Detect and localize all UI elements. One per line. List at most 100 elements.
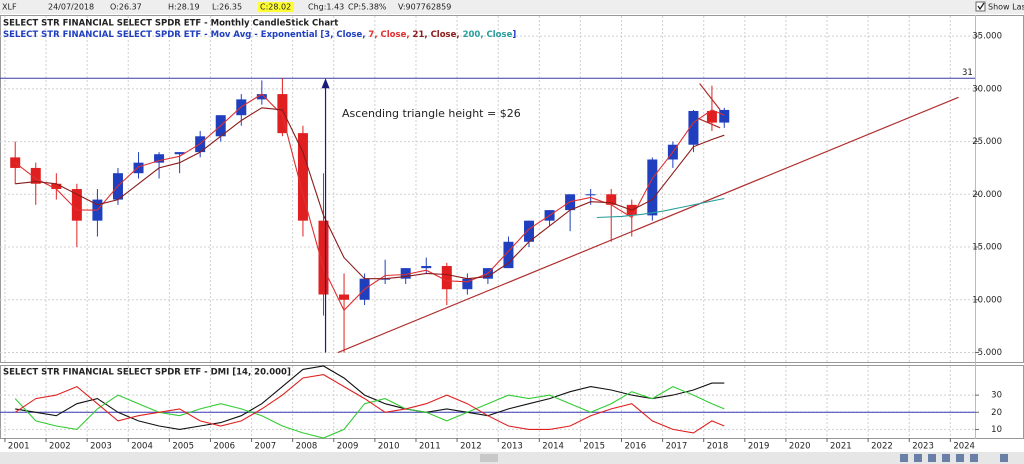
low: L:26.35 [212, 3, 242, 12]
scrollbar[interactable] [0, 452, 1024, 464]
x-tick-label: 2010 [378, 442, 400, 452]
trendline [699, 83, 721, 111]
candle-body [339, 294, 350, 300]
candle-body [441, 266, 452, 290]
subtitle-part: , [406, 30, 412, 40]
y-tick-label: 10 [991, 425, 1002, 435]
subtitle-part: 200, Close [463, 30, 513, 40]
y-tick-label: 30.000 [972, 84, 1002, 94]
close: C:28.02 [260, 3, 291, 12]
x-tick-label: 2016 [625, 442, 647, 452]
candle-body [606, 194, 617, 205]
x-tick-label: 2018 [707, 442, 729, 452]
dmi-chart: 2001 2002 2003 2004 2005 2006 2007 2008 2009 2010… [0, 365, 1002, 452]
candle-body [154, 154, 165, 163]
show-last[interactable]: Show Last [988, 3, 1024, 12]
zoom-button[interactable] [956, 454, 964, 462]
date: 24/07/2018 [48, 3, 94, 12]
candle-body [71, 189, 82, 221]
series-line [14, 93, 725, 312]
change: Chg:1.43 [308, 3, 344, 12]
y-tick-label: 30 [991, 391, 1002, 401]
series-line [14, 374, 725, 434]
x-tick-label: 2004 [131, 442, 153, 452]
candle-body [647, 159, 658, 216]
x-tick-label: 2003 [90, 442, 112, 452]
arrow-head [321, 78, 330, 89]
candle-body [462, 278, 473, 290]
x-tick-label: 2020 [789, 442, 811, 452]
x-tick-label: 2021 [830, 442, 852, 452]
check-mark [977, 2, 985, 11]
y-tick-label: 35.000 [972, 32, 1002, 42]
subtitle-part: , [456, 30, 462, 40]
x-tick-label: 2012 [460, 442, 482, 452]
scroll-thumb[interactable] [480, 454, 498, 462]
zoom-button[interactable] [970, 454, 978, 462]
x-tick-label: 2005 [172, 442, 194, 452]
y-tick-label: 15.000 [972, 243, 1002, 253]
x-tick-label: 2014 [542, 442, 564, 452]
x-tick-label: 2001 [8, 442, 30, 452]
zoom-button[interactable] [900, 454, 908, 462]
x-tick-label: 2008 [296, 442, 318, 452]
annotation: Ascending triangle height = $26 [342, 107, 521, 120]
candle-body [133, 162, 144, 174]
y-tick-label: 5.000 [978, 348, 1002, 358]
open: O:26.37 [110, 3, 142, 12]
chart-subtitle: SELECT STR FINANCIAL SELECT SPDR ETF - M… [3, 30, 516, 40]
x-tick-label: 2015 [583, 442, 605, 452]
trendline [337, 96, 959, 354]
chart-title: SELECT STR FINANCIAL SELECT SPDR ETF - M… [3, 19, 338, 29]
x-tick-label: 2006 [213, 442, 235, 452]
zoom-button[interactable] [928, 454, 936, 462]
x-tick-label: 2013 [501, 442, 523, 452]
candle-body [174, 152, 185, 155]
candle-body [297, 133, 308, 221]
subtitle-part: 21, Close [413, 30, 457, 40]
candle-body [30, 167, 41, 184]
candle-body [585, 194, 596, 196]
x-tick-label: 2011 [419, 442, 441, 452]
toolbar [0, 0, 1024, 14]
x-tick-label: 2022 [871, 442, 893, 452]
y-tick-label: 25.000 [972, 137, 1002, 147]
candle-body [706, 110, 717, 123]
candle-body [688, 110, 699, 145]
series-line [15, 107, 725, 280]
x-tick-label: 2002 [49, 442, 71, 452]
y-tick-label: 10.000 [972, 295, 1002, 305]
candle-body [719, 109, 730, 123]
x-tick-label: 2024 [953, 442, 975, 452]
trendline [695, 116, 721, 129]
toolbar-texts: XLF 24/07/2018 O:26.37 H:28.19 L:26.35 C… [2, 1, 1024, 12]
x-tick-label: 2009 [337, 442, 359, 452]
candle-body [524, 220, 535, 242]
y-tick-label: 20.000 [972, 190, 1002, 200]
price-chart: 5.000 10.000 15.000 20.000 25.000 30.000 35.00… [0, 16, 1002, 362]
symbol: XLF [2, 3, 17, 12]
volume: V:907762859 [398, 3, 451, 12]
show-last-checkbox[interactable] [975, 1, 986, 12]
x-tick-label: 2019 [748, 442, 770, 452]
zoom-button[interactable] [1000, 454, 1008, 462]
zoom-button[interactable] [914, 454, 922, 462]
chart-title: SELECT STR FINANCIAL SELECT SPDR ETF - D… [3, 368, 291, 378]
high: H:28.19 [168, 3, 200, 12]
series-line [14, 385, 725, 439]
candle-body [51, 183, 62, 190]
change-pct: CP:5.38% [348, 3, 387, 12]
series-line [596, 197, 725, 219]
candle-body [421, 266, 432, 269]
close-highlight [258, 2, 294, 12]
zoom-button[interactable] [942, 454, 950, 462]
candle-body [400, 268, 411, 279]
y-tick-label: 20 [991, 408, 1002, 418]
candle-body [256, 94, 267, 100]
scroll-buttons [900, 454, 1008, 462]
x-tick-label: 2017 [666, 442, 688, 452]
subtitle-part: SELECT STR FINANCIAL SELECT SPDR ETF - M… [3, 30, 368, 40]
x-tick-label: 2007 [255, 442, 277, 452]
price-panel [0, 15, 1024, 363]
